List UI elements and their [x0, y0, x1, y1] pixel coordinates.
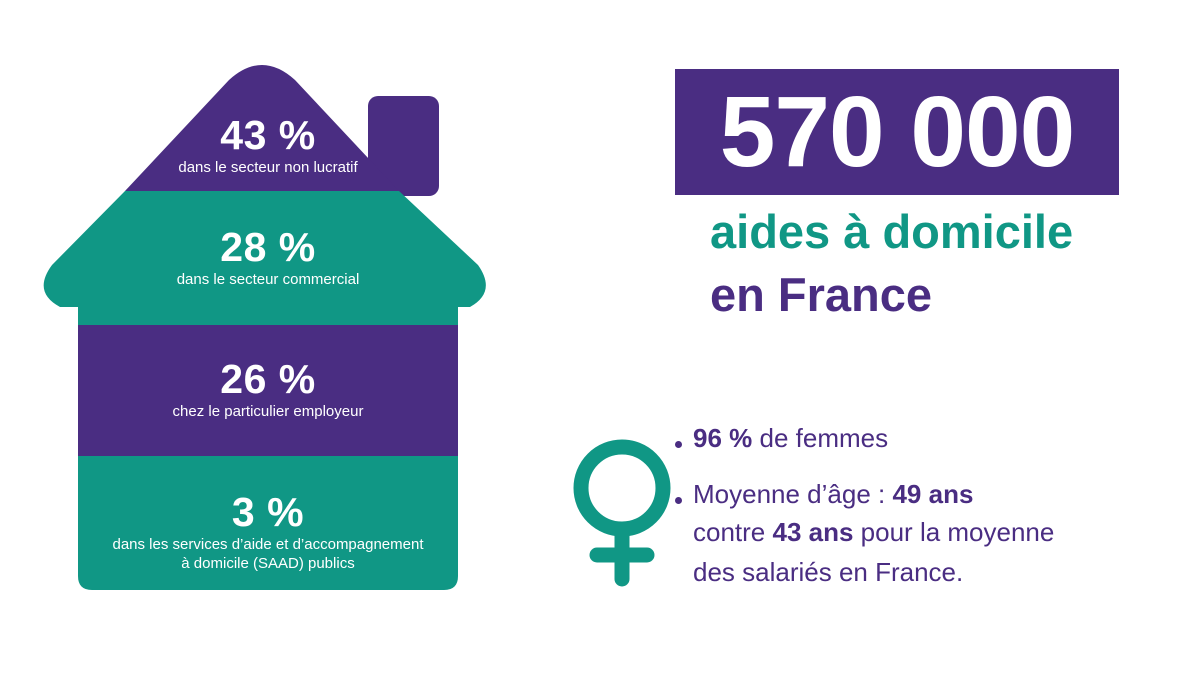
venus-icon	[573, 439, 671, 587]
segment-1-percent: 43 %	[220, 112, 316, 158]
stat-compare-line-2: des salariés en France.	[693, 557, 964, 587]
segment-4-label-line-2: à domicile (SAAD) publics	[181, 555, 355, 572]
stat-compare: contre 43 ans pour la moyenne	[693, 515, 1054, 549]
stat-age: Moyenne d’âge : 49 ans	[693, 477, 973, 511]
stat-women-text: de femmes	[752, 423, 889, 453]
house-segment-4	[78, 456, 458, 590]
house-graphic	[43, 65, 486, 590]
segment-2-percent: 28 %	[220, 224, 316, 270]
stat-compare-suffix: pour la moyenne	[853, 517, 1055, 547]
stat-compare-prefix: contre	[693, 517, 773, 547]
headline-line-1: aides à domicile	[710, 205, 1074, 258]
segment-1-text: 43 % dans le secteur non lucratif	[78, 112, 458, 177]
house-segment-3	[78, 325, 458, 456]
headline-number: 570 000	[675, 69, 1119, 195]
segment-2-label: dans le secteur commercial	[176, 271, 360, 288]
stat-age-value: 49 ans	[892, 479, 974, 509]
segment-4-text: 3 % dans les services d’aide et d’accomp…	[78, 489, 458, 573]
segment-3-percent: 26 %	[220, 356, 316, 402]
segment-4-label-line-1: dans les services d’aide et d’accompagne…	[112, 536, 424, 553]
stat-bullet-1	[675, 441, 682, 448]
stat-women: 96 % de femmes	[693, 421, 888, 455]
segment-1-label: dans le secteur non lucratif	[178, 159, 358, 176]
stat-women-value: 96 %	[693, 423, 753, 453]
headline-line-2: en France	[710, 268, 933, 321]
segment-3-text: 26 % chez le particulier employeur	[78, 356, 458, 421]
segment-3-label: chez le particulier employeur	[172, 403, 364, 420]
segment-4-percent: 3 %	[231, 489, 305, 535]
stat-bullet-2	[675, 497, 682, 504]
stat-compare-value: 43 ans	[772, 517, 854, 547]
house-eaves-segment-2	[43, 191, 486, 325]
segment-2-text: 28 % dans le secteur commercial	[78, 224, 458, 289]
house-roof-segment-1	[125, 65, 399, 191]
house-chimney	[368, 96, 439, 196]
stat-age-prefix: Moyenne d’âge :	[693, 479, 893, 509]
